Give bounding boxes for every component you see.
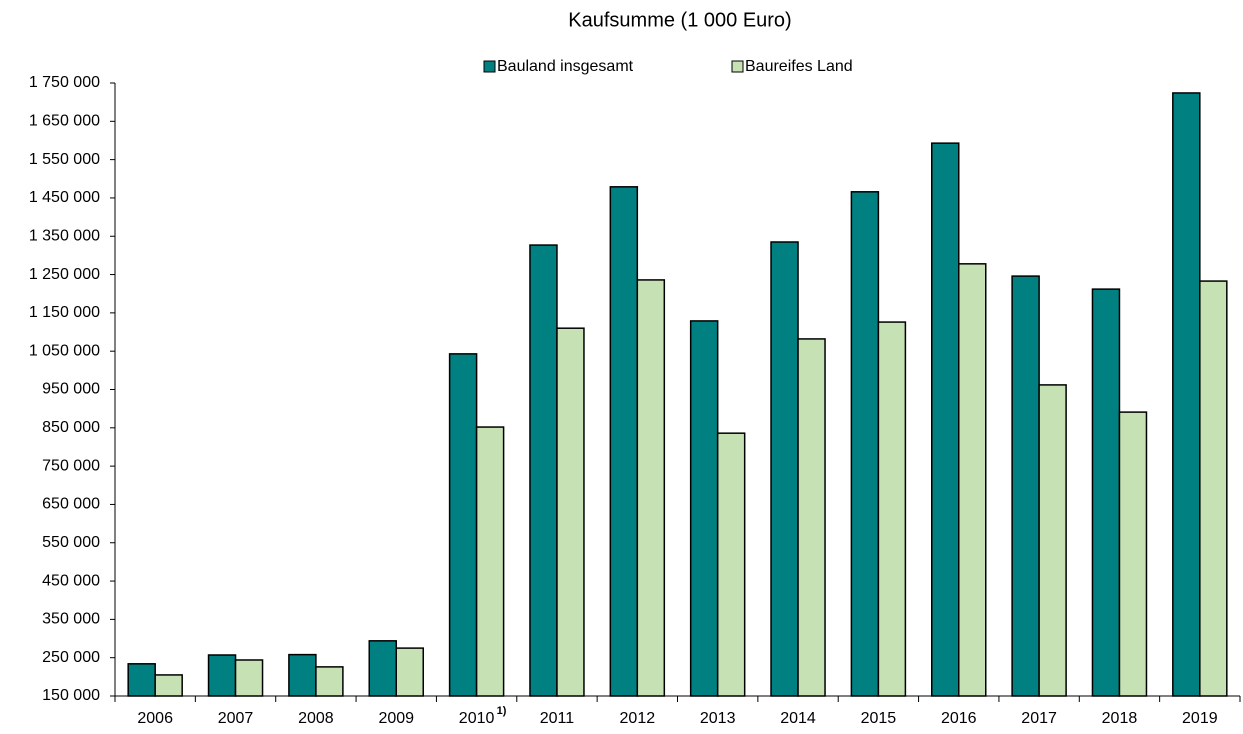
bar <box>1199 280 1228 697</box>
x-tick-label: 2015 <box>861 710 897 727</box>
x-tick-label: 2019 <box>1182 710 1218 727</box>
y-tick-label: 1 750 000 <box>29 74 100 91</box>
y-tick-label: 550 000 <box>42 534 100 551</box>
bar <box>1118 411 1148 697</box>
y-tick-label: 650 000 <box>42 496 100 513</box>
x-tick-label: 2011 <box>540 710 575 727</box>
legend-label: Baureifes Land <box>745 58 853 75</box>
y-tick-label: 1 450 000 <box>29 189 100 206</box>
legend-swatch <box>731 60 744 73</box>
bar <box>475 426 505 697</box>
x-tick-label: 2012 <box>620 710 656 727</box>
bar <box>1038 384 1067 697</box>
bar <box>609 186 639 697</box>
bar <box>636 279 666 697</box>
bar <box>797 338 826 697</box>
bar <box>1091 288 1121 697</box>
y-tick-label: 1 050 000 <box>29 342 100 359</box>
x-tick-label: 2016 <box>941 710 977 727</box>
bar <box>958 263 987 697</box>
bar <box>716 432 746 697</box>
y-tick-label: 250 000 <box>42 649 100 666</box>
bar <box>877 321 907 697</box>
y-tick-label: 450 000 <box>42 572 100 589</box>
y-tick-label: 1 550 000 <box>29 151 100 168</box>
bar <box>154 674 183 697</box>
bar <box>931 142 960 697</box>
bar <box>529 244 558 697</box>
bar <box>368 640 397 697</box>
y-tick-label: 1 650 000 <box>29 113 100 130</box>
bar <box>207 654 237 697</box>
y-tick-label: 350 000 <box>42 611 100 628</box>
y-tick-label: 150 000 <box>42 687 100 704</box>
y-tick-label: 1 250 000 <box>29 266 100 283</box>
bar <box>689 320 719 697</box>
bar <box>556 327 585 697</box>
legend-swatch <box>483 60 496 73</box>
y-tick-label: 950 000 <box>42 381 100 398</box>
y-tick-label: 1 150 000 <box>29 304 100 321</box>
x-tick-label: 2006 <box>137 710 173 727</box>
bar <box>1172 92 1201 697</box>
x-tick-label: 2014 <box>780 710 816 727</box>
bar <box>850 191 880 697</box>
x-tick-label: 2007 <box>218 710 254 727</box>
x-tick-label: 2013 <box>700 710 736 727</box>
bar <box>315 666 344 697</box>
bar <box>288 653 317 697</box>
bar <box>127 663 156 697</box>
bar <box>1011 275 1040 697</box>
x-tick-label: 2009 <box>378 710 414 727</box>
y-tick-label: 750 000 <box>42 457 100 474</box>
x-tick-label: 2018 <box>1102 710 1138 727</box>
x-tick-label: 2010 <box>459 710 495 727</box>
bar <box>395 647 424 697</box>
legend-label: Bauland insgesamt <box>497 58 634 75</box>
bar <box>448 353 478 697</box>
bar <box>770 241 799 697</box>
y-tick-label: 850 000 <box>42 419 100 436</box>
chart-title: Kaufsumme (1 000 Euro) <box>568 9 791 31</box>
x-tick-label: 2008 <box>298 710 334 727</box>
bar <box>234 659 264 697</box>
y-tick-label: 1 350 000 <box>29 227 100 244</box>
footnote-mark: 1) <box>497 705 507 717</box>
x-tick-label: 2017 <box>1021 710 1057 727</box>
